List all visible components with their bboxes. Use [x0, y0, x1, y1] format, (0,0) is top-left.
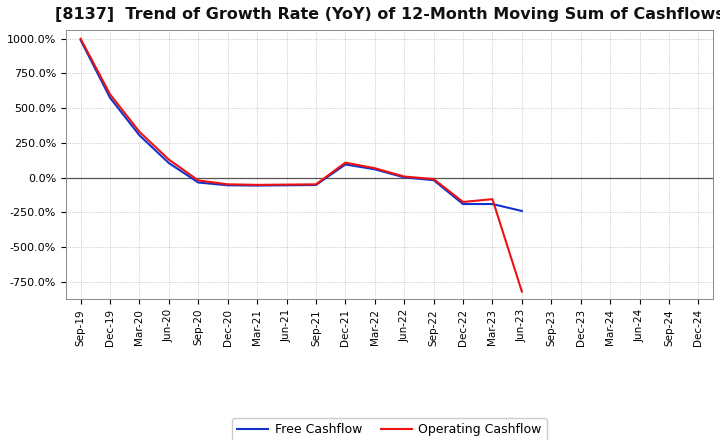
Free Cashflow	[253, 183, 261, 188]
Operating Cashflow	[459, 199, 467, 205]
Operating Cashflow	[282, 182, 291, 187]
Free Cashflow	[165, 161, 174, 166]
Free Cashflow	[518, 209, 526, 214]
Operating Cashflow	[76, 36, 85, 41]
Free Cashflow	[488, 202, 497, 207]
Operating Cashflow	[106, 92, 114, 97]
Operating Cashflow	[341, 160, 350, 165]
Free Cashflow	[135, 132, 144, 138]
Line: Operating Cashflow: Operating Cashflow	[81, 39, 522, 292]
Legend: Free Cashflow, Operating Cashflow: Free Cashflow, Operating Cashflow	[233, 418, 546, 440]
Free Cashflow	[341, 162, 350, 167]
Operating Cashflow	[194, 178, 202, 183]
Free Cashflow	[371, 167, 379, 172]
Free Cashflow	[76, 37, 85, 43]
Operating Cashflow	[400, 174, 408, 179]
Free Cashflow	[194, 180, 202, 185]
Line: Free Cashflow: Free Cashflow	[81, 40, 522, 211]
Operating Cashflow	[312, 182, 320, 187]
Operating Cashflow	[488, 197, 497, 202]
Free Cashflow	[459, 202, 467, 207]
Free Cashflow	[282, 183, 291, 188]
Operating Cashflow	[518, 289, 526, 294]
Free Cashflow	[429, 177, 438, 183]
Operating Cashflow	[253, 182, 261, 187]
Operating Cashflow	[429, 176, 438, 182]
Free Cashflow	[312, 182, 320, 187]
Free Cashflow	[400, 175, 408, 180]
Operating Cashflow	[223, 182, 232, 187]
Operating Cashflow	[371, 165, 379, 171]
Operating Cashflow	[165, 157, 174, 162]
Free Cashflow	[223, 183, 232, 188]
Operating Cashflow	[135, 129, 144, 135]
Title: [8137]  Trend of Growth Rate (YoY) of 12-Month Moving Sum of Cashflows: [8137] Trend of Growth Rate (YoY) of 12-…	[55, 7, 720, 22]
Free Cashflow	[106, 95, 114, 100]
